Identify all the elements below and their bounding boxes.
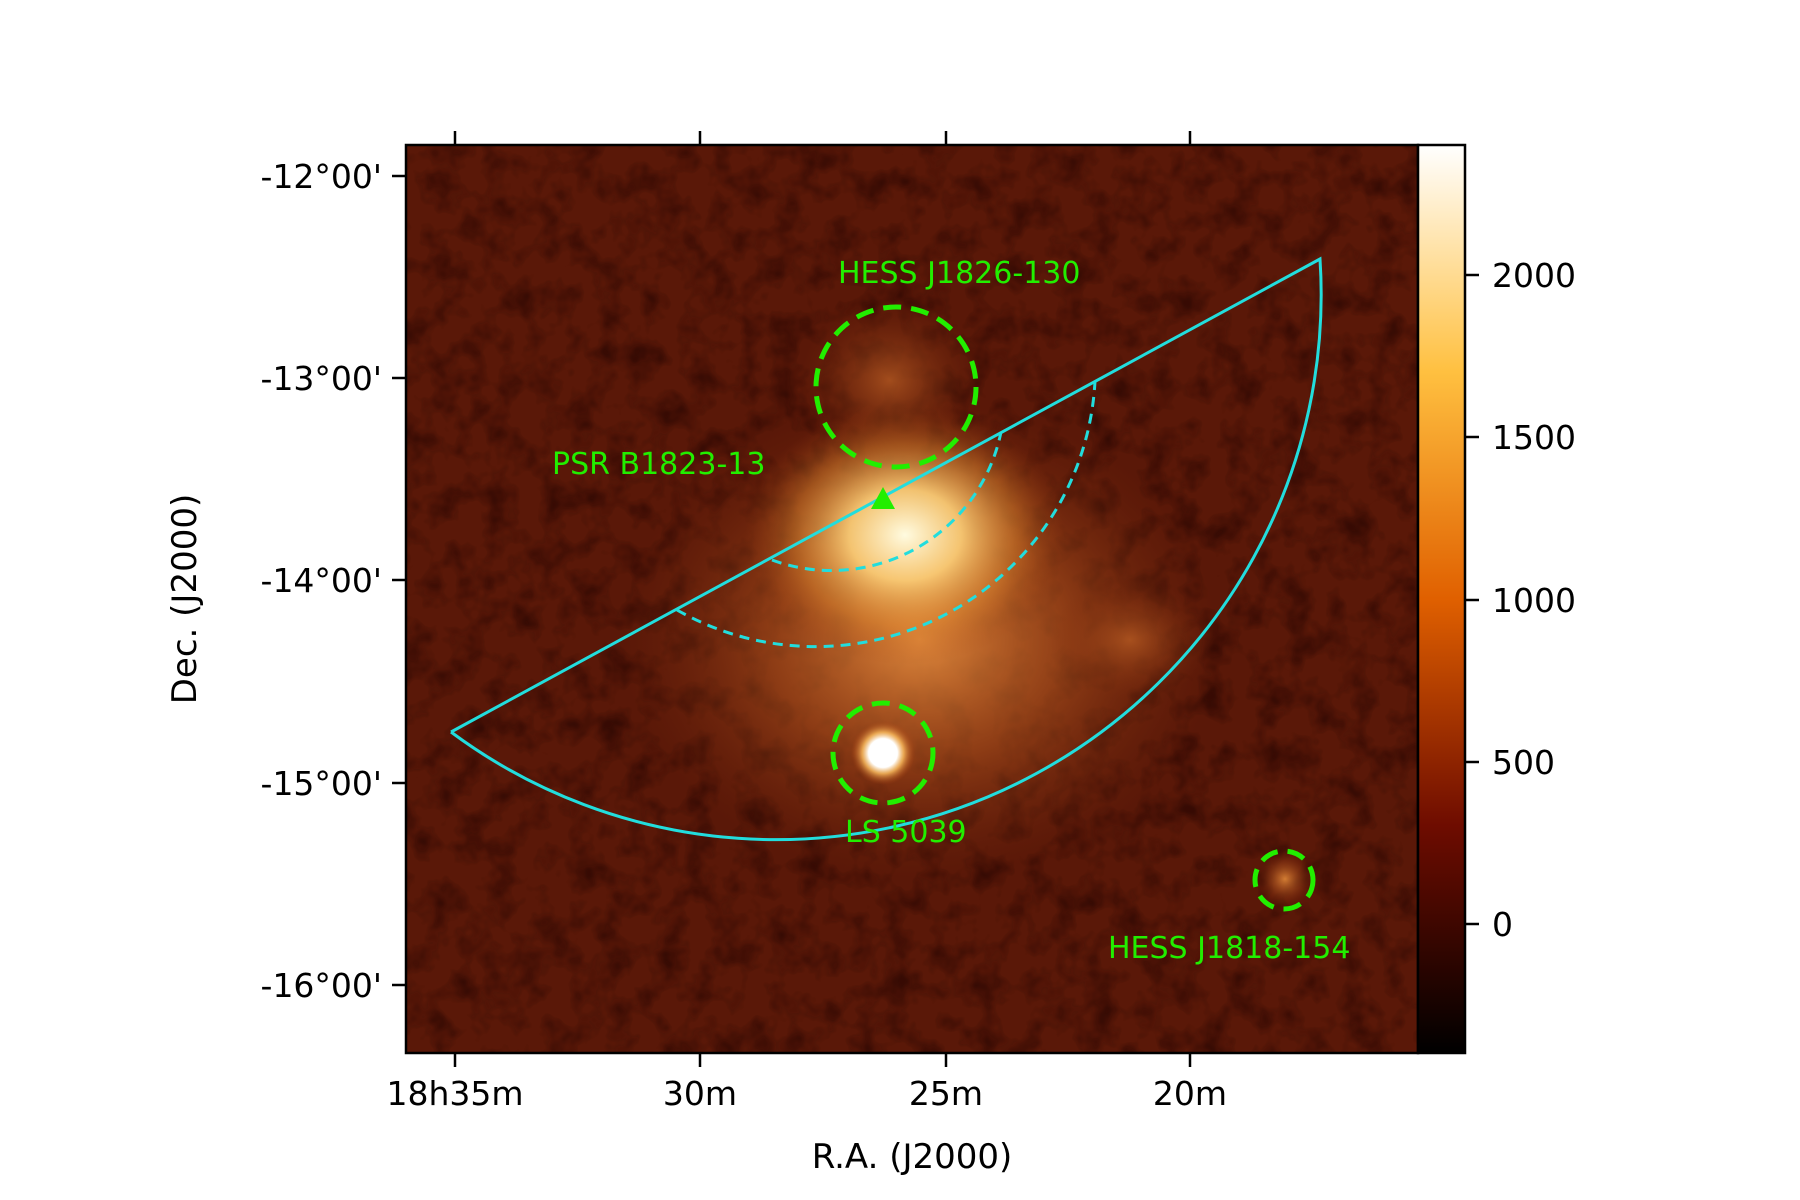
label-psr-b1823-13: PSR B1823-13 bbox=[552, 447, 765, 482]
y-tick-labels: -12°00' -13°00' -14°00' -15°00' -16°00' bbox=[261, 157, 382, 1005]
x-tick-label: 30m bbox=[663, 1074, 737, 1113]
colorbar-tick-label: 2000 bbox=[1492, 256, 1576, 295]
label-ls-5039: LS 5039 bbox=[845, 815, 967, 850]
hess-j1826-130-circle bbox=[813, 304, 979, 470]
ls-5039-circle bbox=[830, 700, 936, 806]
middle-dashed-arc bbox=[676, 380, 1097, 649]
y-tick-label: -14°00' bbox=[261, 561, 382, 600]
colorbar-tick-label: 1000 bbox=[1492, 581, 1576, 620]
tick-marks bbox=[392, 131, 1192, 1067]
y-axis-title: Dec. (J2000) bbox=[165, 494, 205, 705]
colorbar-tick-label: 500 bbox=[1492, 743, 1555, 782]
x-tick-label: 20m bbox=[1153, 1074, 1227, 1113]
colorbar-tick-label: 0 bbox=[1492, 905, 1513, 944]
sector-outline bbox=[450, 256, 1323, 842]
y-tick-label: -16°00' bbox=[261, 966, 382, 1005]
colorbar-gradient bbox=[1416, 143, 1467, 1055]
x-tick-label: 18h35m bbox=[386, 1074, 523, 1113]
colorbar-tick-label: 1500 bbox=[1492, 418, 1576, 457]
label-hess-j1818-154: HESS J1818-154 bbox=[1108, 931, 1350, 966]
source-labels: HESS J1826-130 PSR B1823-13 LS 5039 HESS… bbox=[552, 256, 1350, 966]
inner-dashed-arc bbox=[771, 431, 1003, 573]
colorbar: 2000 1500 1000 500 0 bbox=[1416, 143, 1576, 1055]
source-markers bbox=[813, 304, 1316, 912]
y-tick-label: -12°00' bbox=[261, 157, 382, 196]
y-tick-label: -13°00' bbox=[261, 359, 382, 398]
label-hess-j1826-130: HESS J1826-130 bbox=[838, 256, 1080, 291]
x-tick-label: 25m bbox=[909, 1074, 983, 1113]
hess-j1818-154-circle bbox=[1252, 848, 1316, 912]
region-overlay bbox=[450, 256, 1323, 842]
x-axis-title: R.A. (J2000) bbox=[812, 1137, 1013, 1177]
y-tick-label: -15°00' bbox=[261, 764, 382, 803]
x-tick-labels: 18h35m 30m 25m 20m bbox=[386, 1074, 1227, 1113]
psr-b1823-13-triangle-icon bbox=[871, 487, 895, 509]
